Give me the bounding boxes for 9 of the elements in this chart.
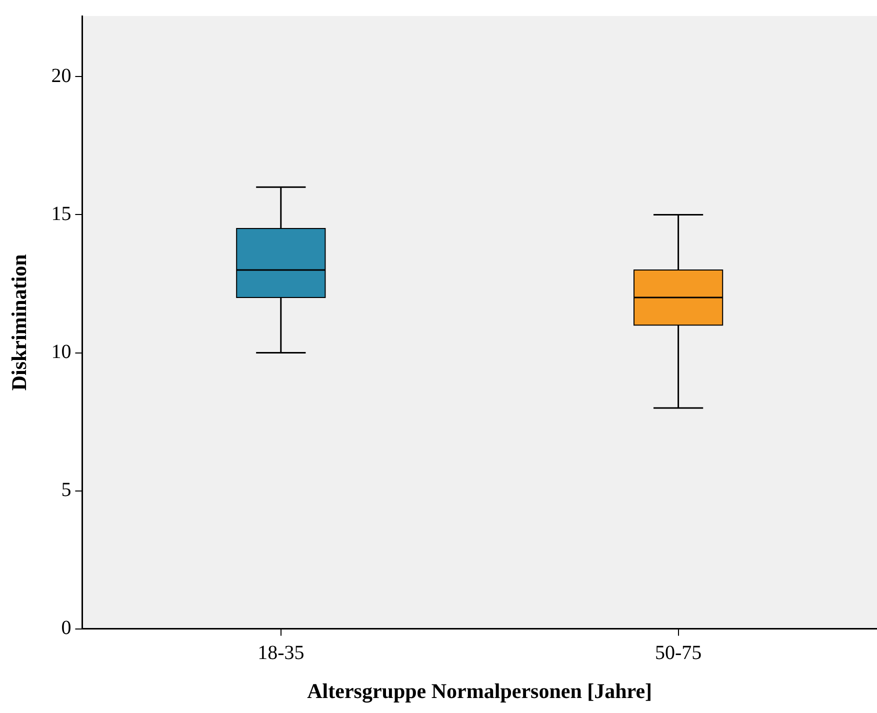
y-tick-label: 0 bbox=[61, 617, 72, 640]
y-tick-label: 10 bbox=[51, 341, 72, 364]
x-tick-label: 50-75 bbox=[654, 642, 702, 664]
y-tick-label: 15 bbox=[51, 202, 72, 225]
y-tick-label: 5 bbox=[61, 479, 72, 502]
x-tick-label: 18-35 bbox=[258, 642, 304, 664]
x-axis-title: Altersgruppe Normalpersonen [Jahre] bbox=[307, 678, 652, 703]
y-axis-title: Diskrimination bbox=[7, 254, 32, 391]
y-tick-label: 20 bbox=[51, 64, 72, 87]
